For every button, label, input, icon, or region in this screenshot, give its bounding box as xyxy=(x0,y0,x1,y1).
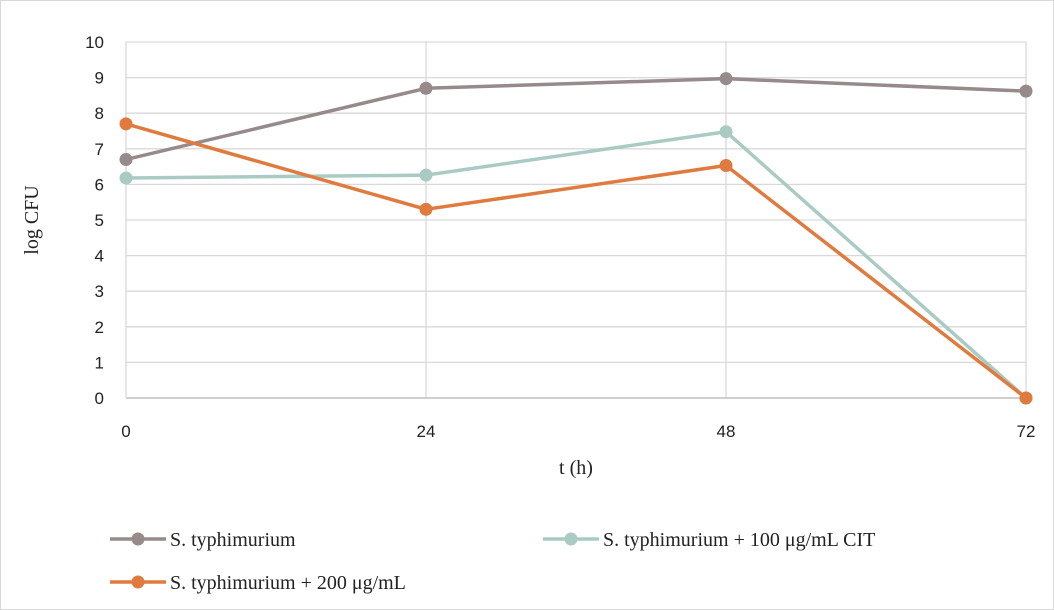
x-tick-label: 48 xyxy=(717,422,736,441)
series-layer xyxy=(119,72,1033,405)
data-point xyxy=(119,171,133,185)
data-point xyxy=(419,202,433,216)
series-3 xyxy=(119,117,1033,405)
data-point xyxy=(119,117,133,131)
series-line xyxy=(125,122,1028,400)
y-tick-label: 6 xyxy=(95,175,104,194)
axes xyxy=(125,42,1026,399)
data-point xyxy=(419,81,433,95)
y-tick-label: 5 xyxy=(95,211,104,230)
y-tick-label: 9 xyxy=(95,69,104,88)
data-point xyxy=(719,72,733,86)
y-tick-label: 1 xyxy=(95,353,104,372)
series-line xyxy=(125,76,1027,162)
legend-item: S. typhimurium + 100 μg/mL CIT xyxy=(543,529,875,551)
x-axis-title: t (h) xyxy=(559,457,593,479)
legend-item: S. typhimurium + 200 μg/mL xyxy=(110,572,406,594)
legend-marker xyxy=(564,532,578,546)
x-tick-label: 0 xyxy=(121,422,130,441)
y-tick-label: 3 xyxy=(95,282,104,301)
legend-label: S. typhimurium + 100 μg/mL CIT xyxy=(603,529,875,551)
grid-lines xyxy=(126,41,1027,398)
series-line xyxy=(125,129,1028,400)
data-point xyxy=(1019,84,1033,98)
y-axis-title: log CFU xyxy=(21,185,43,255)
y-tick-label: 4 xyxy=(95,247,104,266)
y-tick-label: 8 xyxy=(95,104,104,123)
series-1 xyxy=(119,72,1033,166)
y-tick-label: 10 xyxy=(85,33,104,52)
x-tick-label: 24 xyxy=(417,422,436,441)
data-point xyxy=(1019,391,1033,405)
y-tick-label: 0 xyxy=(95,389,104,408)
data-point xyxy=(419,168,433,182)
y-tick-label: 7 xyxy=(95,140,104,159)
x-tick-label: 72 xyxy=(1017,422,1036,441)
data-point xyxy=(719,159,733,173)
y-tick-label: 2 xyxy=(95,318,104,337)
data-point xyxy=(119,152,133,166)
data-point xyxy=(719,125,733,139)
legend-item: S. typhimurium xyxy=(110,529,296,551)
legend: S. typhimurium S. typhimurium + 100 μg/mL… xyxy=(110,529,875,594)
legend-marker xyxy=(131,532,145,546)
legend-marker xyxy=(131,575,145,589)
legend-label: S. typhimurium + 200 μg/mL xyxy=(170,572,406,594)
tick-labels: 0 1 2 3 4 5 6 7 8 9 10 0 24 48 72 xyxy=(85,33,1035,441)
legend-label: S. typhimurium xyxy=(170,529,296,551)
